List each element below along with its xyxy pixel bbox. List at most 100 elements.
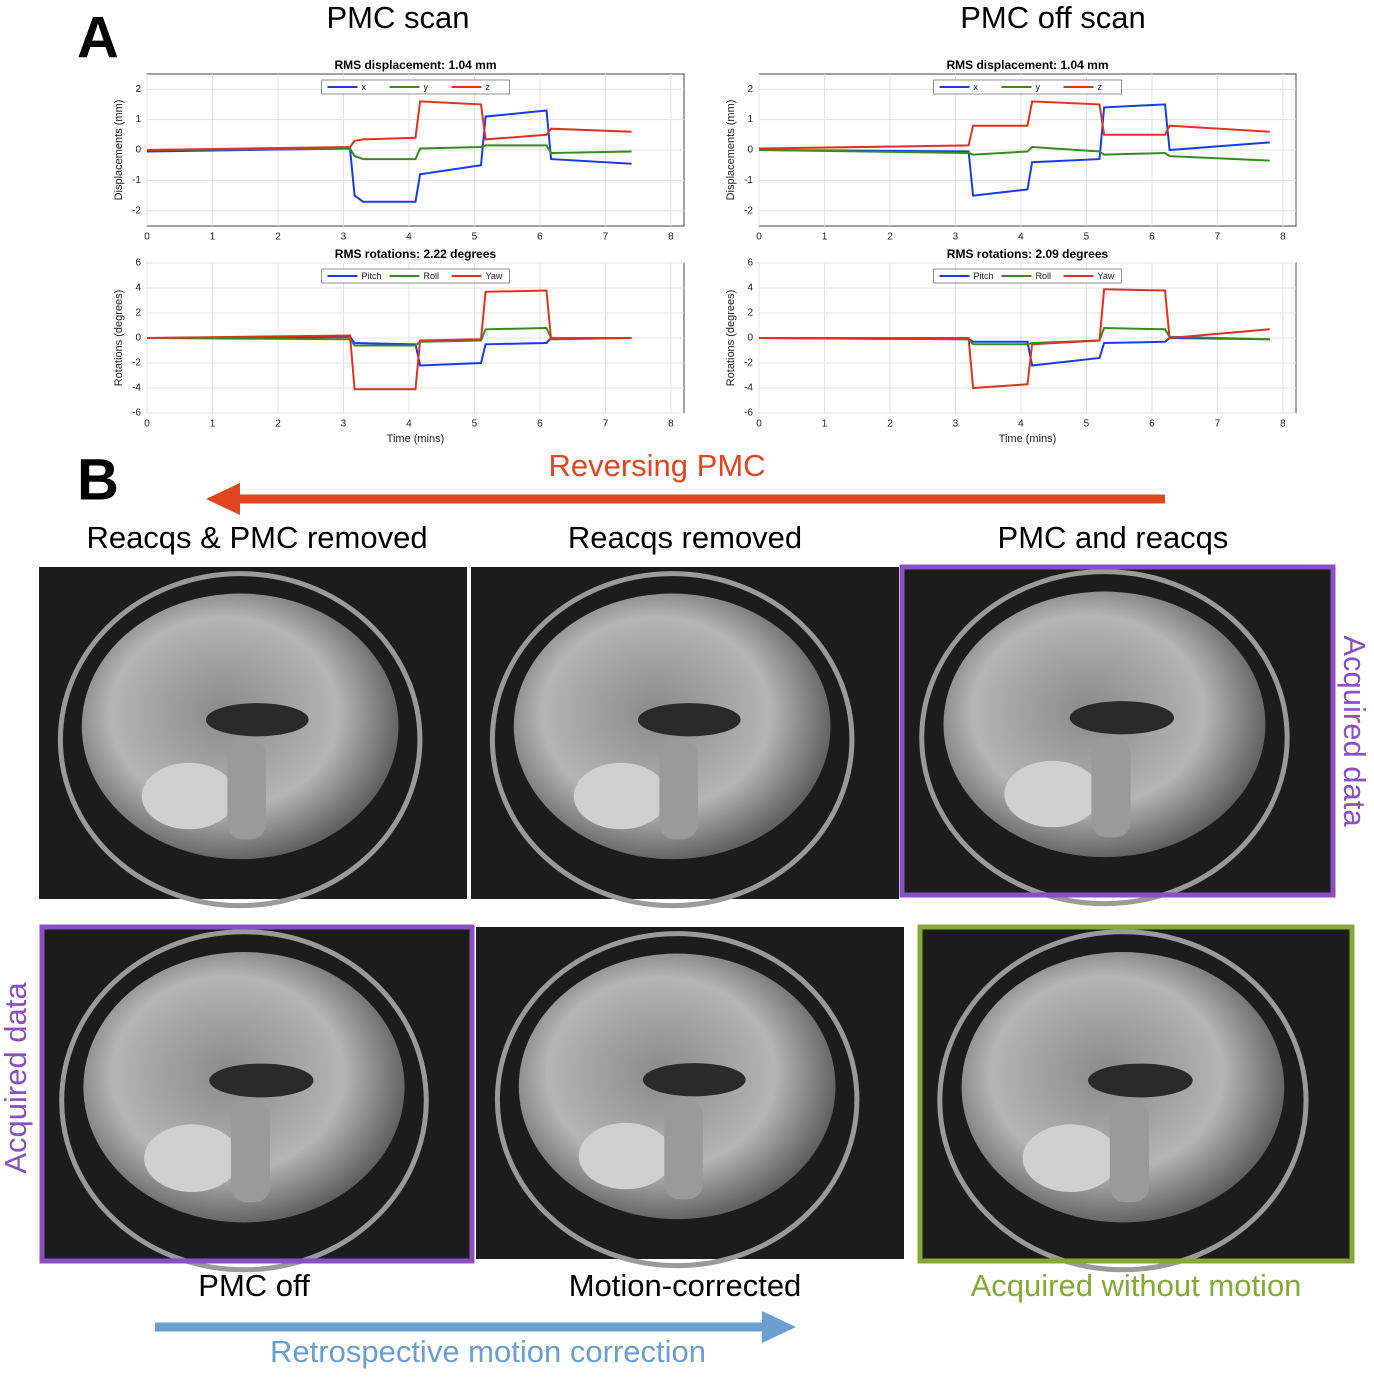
x-tick-label: 5 xyxy=(1084,232,1090,243)
legend-label: Roll xyxy=(424,271,440,281)
x-tick-label: 5 xyxy=(1084,419,1090,430)
cerebellum xyxy=(1004,760,1101,828)
arrow-label: Retrospective motion correction xyxy=(270,1334,706,1369)
data-line xyxy=(146,109,632,203)
y-tick-label: -1 xyxy=(744,175,753,186)
image-caption: Reacqs & PMC removed xyxy=(86,520,427,555)
x-tick-label: 3 xyxy=(341,419,347,430)
data-line xyxy=(758,145,1270,162)
y-tick-label: -2 xyxy=(744,358,753,369)
x-tick-label: 1 xyxy=(822,232,828,243)
cerebellum xyxy=(144,1124,240,1193)
x-tick-label: 8 xyxy=(1280,419,1286,430)
panel-letter: B xyxy=(77,447,119,512)
x-tick-label: 5 xyxy=(472,419,478,430)
x-tick-label: 0 xyxy=(144,232,150,243)
y-tick-label: -2 xyxy=(744,205,753,216)
x-tick-label: 0 xyxy=(756,419,762,430)
x-tick-label: 8 xyxy=(668,419,674,430)
x-tick-label: 0 xyxy=(756,232,762,243)
data-line xyxy=(146,100,632,151)
image-caption: Acquired without motion xyxy=(971,1268,1302,1303)
legend-label: x xyxy=(362,82,367,92)
x-tick-label: 4 xyxy=(1018,419,1024,430)
y-tick-label: -4 xyxy=(132,383,141,394)
skull xyxy=(494,931,860,1269)
x-tick-label: 3 xyxy=(953,232,959,243)
ventricle xyxy=(1088,1063,1193,1098)
panel-letter: A xyxy=(77,5,119,70)
y-tick-label: -2 xyxy=(132,358,141,369)
x-tick-label: 8 xyxy=(668,232,674,243)
legend-label: Yaw xyxy=(1098,271,1115,281)
chart-title: RMS displacement: 1.04 mm xyxy=(946,58,1108,72)
brainstem xyxy=(659,739,698,840)
brainstem xyxy=(230,1100,271,1203)
skull xyxy=(937,929,1309,1273)
y-tick-label: -6 xyxy=(744,408,753,419)
y-tick-label: 4 xyxy=(135,283,141,294)
skull xyxy=(59,929,429,1273)
y-tick-label: -2 xyxy=(132,205,141,216)
side-label: Acquired data xyxy=(1337,635,1372,827)
data-line xyxy=(146,144,632,161)
ventricle xyxy=(642,1063,746,1097)
arrow-head xyxy=(762,1311,796,1343)
data-line xyxy=(758,100,1270,150)
x-tick-label: 0 xyxy=(144,419,150,430)
x-tick-label: 2 xyxy=(887,419,893,430)
y-tick-label: 6 xyxy=(135,258,141,269)
x-axis-label: Time (mins) xyxy=(999,433,1057,445)
ventricle xyxy=(1069,701,1175,735)
cerebellum xyxy=(578,1122,673,1190)
y-tick-label: 1 xyxy=(747,114,753,125)
x-tick-label: 1 xyxy=(210,232,216,243)
legend-label: Yaw xyxy=(486,271,503,281)
x-tick-label: 7 xyxy=(603,232,609,243)
chart-title: RMS rotations: 2.22 degrees xyxy=(335,247,497,261)
legend-label: y xyxy=(1036,82,1041,92)
legend-label: z xyxy=(1098,82,1103,92)
legend-label: Roll xyxy=(1036,271,1052,281)
y-axis-label: Displacements (mm) xyxy=(725,100,737,201)
x-tick-label: 1 xyxy=(210,419,216,430)
skull xyxy=(57,571,423,909)
y-tick-label: 2 xyxy=(135,84,141,95)
x-tick-label: 6 xyxy=(537,419,543,430)
brainstem xyxy=(664,1099,703,1200)
x-tick-label: 4 xyxy=(406,232,412,243)
side-label: Acquired data xyxy=(0,982,33,1174)
y-tick-label: 2 xyxy=(747,84,753,95)
y-tick-label: 0 xyxy=(135,145,141,156)
y-axis-label: Rotations (degrees) xyxy=(725,290,737,387)
arrow-label: Reversing PMC xyxy=(548,448,765,483)
skull xyxy=(489,571,855,909)
y-axis-label: Displacements (mm) xyxy=(113,100,125,201)
brainstem xyxy=(1091,737,1131,838)
x-tick-label: 6 xyxy=(537,232,543,243)
data-line xyxy=(758,103,1270,197)
chart-title: RMS displacement: 1.04 mm xyxy=(334,58,496,72)
legend-label: z xyxy=(486,82,491,92)
x-axis-label: Time (mins) xyxy=(387,433,445,445)
image-caption: PMC off xyxy=(198,1268,310,1303)
x-tick-label: 1 xyxy=(822,419,828,430)
ventricle xyxy=(637,703,741,737)
data-line xyxy=(759,288,1270,390)
x-tick-label: 3 xyxy=(953,419,959,430)
chart-title: RMS rotations: 2.09 degrees xyxy=(947,247,1109,261)
x-tick-label: 2 xyxy=(275,232,281,243)
image-caption: PMC and reacqs xyxy=(998,520,1229,555)
legend-label: Pitch xyxy=(362,271,382,281)
y-tick-label: -4 xyxy=(744,383,753,394)
y-tick-label: 4 xyxy=(747,283,753,294)
ventricle xyxy=(205,703,309,737)
y-tick-label: 1 xyxy=(135,114,141,125)
x-tick-label: 2 xyxy=(275,419,281,430)
y-tick-label: 0 xyxy=(747,333,753,344)
image-frame xyxy=(917,924,1355,1264)
column-title: PMC off scan xyxy=(960,0,1146,35)
x-tick-label: 4 xyxy=(406,419,412,430)
x-tick-label: 7 xyxy=(603,419,609,430)
